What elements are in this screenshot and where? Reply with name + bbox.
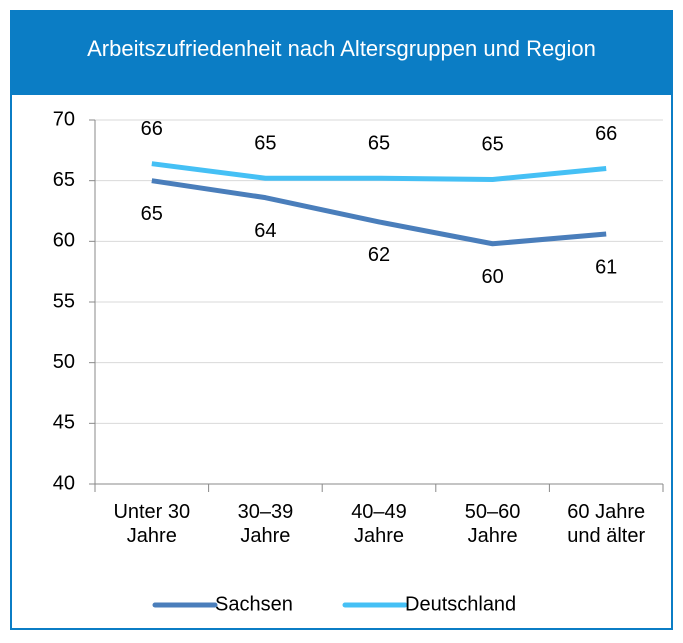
data-label: 61 [595, 256, 617, 278]
y-tick-label: 40 [53, 472, 75, 494]
x-tick-label: 40–49 Jahre [351, 501, 407, 547]
y-tick-label: 55 [53, 290, 75, 312]
y-tick-label: 65 [53, 169, 75, 191]
y-tick-label: 45 [53, 412, 75, 434]
x-tick-label: 30–39 Jahre [237, 501, 294, 547]
data-label: 65 [141, 203, 163, 225]
series-line [151, 178, 607, 247]
data-label: 65 [368, 133, 390, 155]
y-tick-label: 50 [53, 351, 75, 373]
chart-title: Arbeitszufriedenheit nach Altersgruppen … [10, 10, 673, 95]
data-label: 62 [368, 244, 390, 266]
y-tick-label: 60 [53, 230, 75, 252]
legend-label: Deutschland [405, 593, 516, 615]
data-label: 66 [141, 118, 163, 140]
data-label: 60 [481, 266, 503, 288]
data-label: 66 [595, 123, 617, 145]
x-tick-label: 60 Jahre und älter [567, 501, 646, 547]
data-label: 65 [254, 133, 276, 155]
data-label: 64 [254, 220, 276, 242]
data-label: 65 [481, 134, 503, 156]
series-line [151, 161, 607, 182]
x-tick-label: 50–60 Jahre [464, 501, 521, 547]
legend-label: Sachsen [215, 593, 293, 615]
y-tick-label: 70 [53, 108, 75, 130]
x-tick-label: Unter 30 Jahre [113, 501, 191, 547]
